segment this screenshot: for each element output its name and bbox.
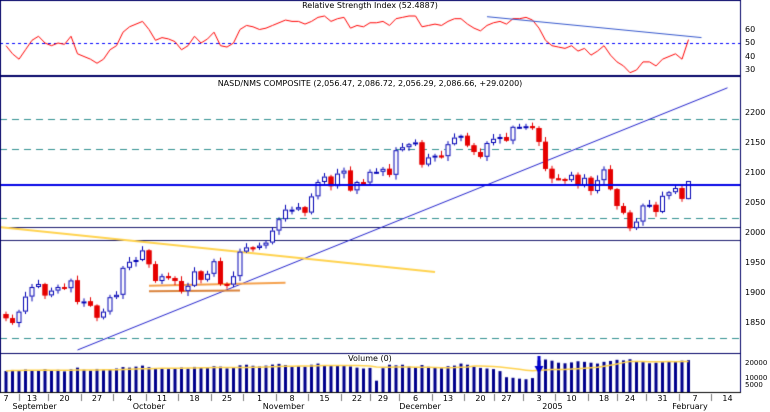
- rsi-panel-title: Relative Strength Index (52.4887): [302, 1, 438, 10]
- price-panel-title: NASD/NMS COMPOSITE (2,056.47, 2,086.72, …: [217, 79, 523, 88]
- volume-panel-title: Volume (0): [348, 354, 392, 363]
